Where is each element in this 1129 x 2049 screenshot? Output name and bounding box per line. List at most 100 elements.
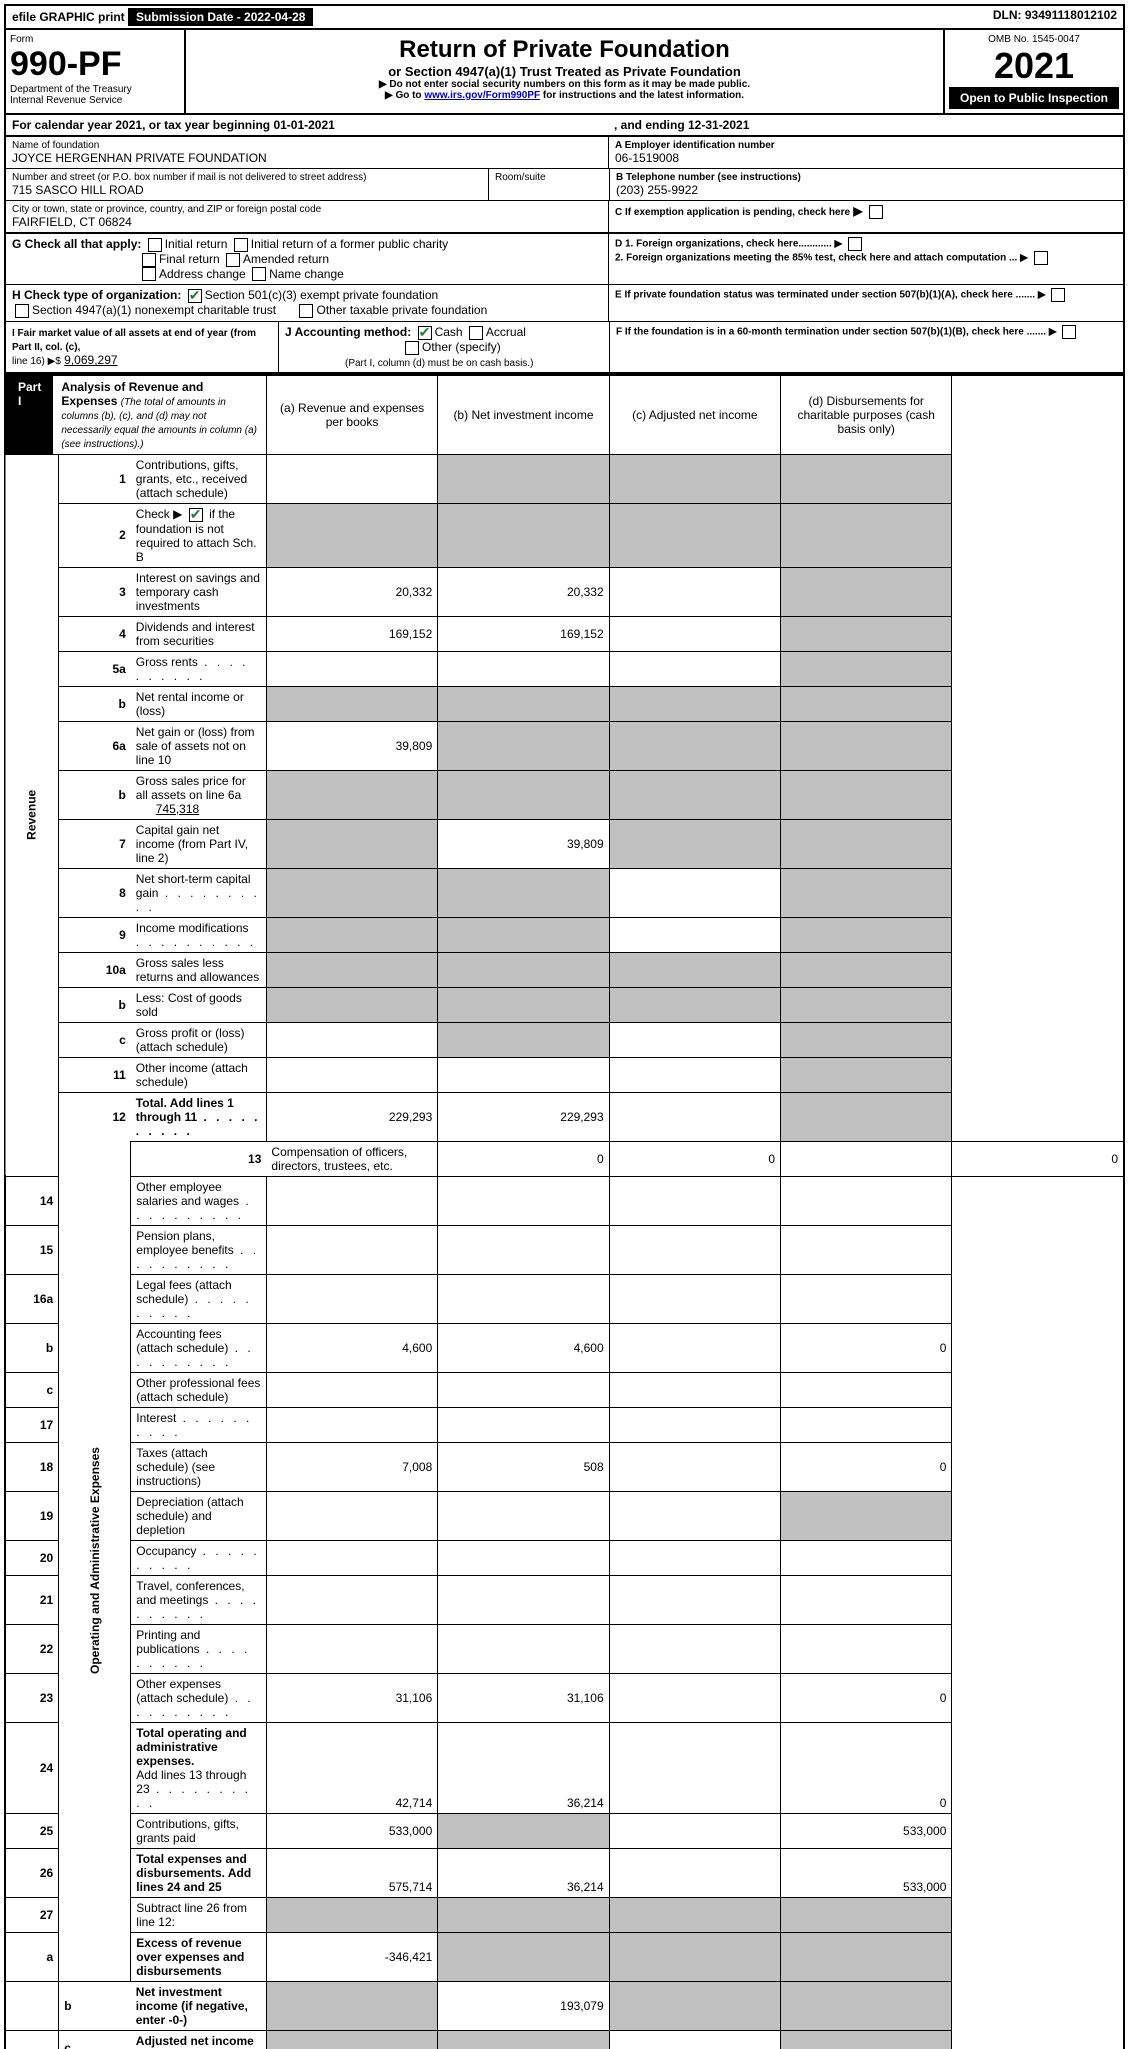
row-10b: bLess: Cost of goods sold <box>5 987 1124 1022</box>
row-10a: 10aGross sales less returns and allowanc… <box>5 952 1124 987</box>
row-27a: aExcess of revenue over expenses and dis… <box>5 1932 1124 1981</box>
j-accrual-checkbox[interactable] <box>469 326 483 340</box>
h-501c3-checkbox[interactable] <box>188 289 202 303</box>
row-16c: cOther professional fees (attach schedul… <box>5 1372 1124 1407</box>
r6b-val: 745,318 <box>156 802 199 816</box>
d2-checkbox[interactable] <box>1034 251 1048 265</box>
r20-desc: Occupancy <box>131 1540 267 1575</box>
row-16a: 16aLegal fees (attach schedule) <box>5 1274 1124 1323</box>
r16c-desc: Other professional fees (attach schedule… <box>131 1372 267 1407</box>
row-14: 14Other employee salaries and wages <box>5 1176 1124 1225</box>
arrow-icon: ▶ <box>835 239 843 250</box>
row-11: 11Other income (attach schedule) <box>5 1057 1124 1092</box>
row-24: 24 Total operating and administrative ex… <box>5 1722 1124 1813</box>
r13-a: 0 <box>438 1141 609 1176</box>
r4-a: 169,152 <box>266 616 437 651</box>
row-20: 20Occupancy <box>5 1540 1124 1575</box>
e-checkbox[interactable] <box>1051 288 1065 302</box>
row-3: 3Interest on savings and temporary cash … <box>5 567 1124 616</box>
r16b-b: 4,600 <box>438 1323 609 1372</box>
h-4947-checkbox[interactable] <box>15 304 29 318</box>
r26-a: 575,714 <box>266 1848 437 1897</box>
r4-b: 169,152 <box>438 616 609 651</box>
g-initial-checkbox[interactable] <box>148 238 162 252</box>
g-o5: Address change <box>159 267 246 281</box>
d1-checkbox[interactable] <box>848 237 862 251</box>
row-27c: cAdjusted net income (if negative, enter… <box>5 2030 1124 2049</box>
row-6b: b Gross sales price for all assets on li… <box>5 770 1124 819</box>
ein-cell: A Employer identification number 06-1519… <box>609 137 1123 168</box>
g-address-checkbox[interactable] <box>142 267 156 281</box>
row-15: 15Pension plans, employee benefits <box>5 1225 1124 1274</box>
calendar-year-row: For calendar year 2021, or tax year begi… <box>4 115 1125 137</box>
g-final-checkbox[interactable] <box>142 253 156 267</box>
arrow-icon: ▶ <box>853 204 862 218</box>
r16b-a: 4,600 <box>266 1323 437 1372</box>
r10b-desc: Less: Cost of goods sold <box>131 987 267 1022</box>
phone-value: (203) 255-9922 <box>616 183 1117 197</box>
r27b-b: 193,079 <box>438 1981 609 2030</box>
r17-desc: Interest <box>131 1407 267 1442</box>
r5a-desc: Gross rents <box>131 651 267 686</box>
j-other: Other (specify) <box>422 340 501 354</box>
row-10c: cGross profit or (loss) (attach schedule… <box>5 1022 1124 1057</box>
i-label: I Fair market value of all assets at end… <box>12 328 256 353</box>
r2-desc: Check ▶ if the foundation is not require… <box>131 503 267 567</box>
note1: ▶ Do not enter social security numbers o… <box>192 79 937 90</box>
row-27b: bNet investment income (if negative, ent… <box>5 1981 1124 2030</box>
j-other-checkbox[interactable] <box>405 341 419 355</box>
dept2: Internal Revenue Service <box>10 95 180 106</box>
r12-desc: Total. Add lines 1 through 11 <box>131 1092 267 1141</box>
row-17: 17Interest <box>5 1407 1124 1442</box>
g-amended-checkbox[interactable] <box>226 253 240 267</box>
r16a-desc: Legal fees (attach schedule) <box>131 1274 267 1323</box>
r2-checkbox[interactable] <box>189 508 203 522</box>
top-bar: efile GRAPHIC print Submission Date - 20… <box>4 4 1125 30</box>
form-link[interactable]: www.irs.gov/Form990PF <box>424 90 540 101</box>
r1-desc: Contributions, gifts, grants, etc., rece… <box>131 454 267 503</box>
h-o2: Section 4947(a)(1) nonexempt charitable … <box>32 303 276 317</box>
g-o1: Initial return <box>165 237 228 251</box>
name-label: Name of foundation <box>12 140 602 151</box>
r4-desc: Dividends and interest from securities <box>131 616 267 651</box>
row-13: Operating and Administrative Expenses 13… <box>5 1141 1124 1176</box>
i-cell: I Fair market value of all assets at end… <box>6 322 279 372</box>
row-7: 7Capital gain net income (from Part IV, … <box>5 819 1124 868</box>
f-checkbox[interactable] <box>1062 325 1076 339</box>
r18-d: 0 <box>781 1442 952 1491</box>
j-cash-checkbox[interactable] <box>418 326 432 340</box>
city-value: FAIRFIELD, CT 06824 <box>12 215 602 229</box>
r22-desc: Printing and publications <box>131 1624 267 1673</box>
tax-year: 2021 <box>949 45 1119 87</box>
form-label: Form <box>10 34 180 45</box>
col-b-header: (b) Net investment income <box>438 375 609 455</box>
r10c-desc: Gross profit or (loss) (attach schedule) <box>131 1022 267 1057</box>
g-name-checkbox[interactable] <box>252 267 266 281</box>
row-21: 21Travel, conferences, and meetings <box>5 1575 1124 1624</box>
c-checkbox[interactable] <box>869 205 883 219</box>
addr-label: Number and street (or P.O. box number if… <box>12 172 482 183</box>
h-other-checkbox[interactable] <box>299 304 313 318</box>
h-o1: Section 501(c)(3) exempt private foundat… <box>205 288 438 302</box>
arrow-icon: ▶ <box>1049 327 1057 338</box>
g-initial-former-checkbox[interactable] <box>234 238 248 252</box>
revenue-sidebar: Revenue <box>5 454 59 1176</box>
r7-b: 39,809 <box>438 819 609 868</box>
r26-desc: Total expenses and disbursements. Add li… <box>131 1848 267 1897</box>
phone-cell: B Telephone number (see instructions) (2… <box>610 169 1123 200</box>
r24-d: 0 <box>781 1722 952 1813</box>
note2-post: for instructions and the latest informat… <box>540 90 744 101</box>
city-cell: City or town, state or province, country… <box>6 201 609 232</box>
r11-desc: Other income (attach schedule) <box>131 1057 267 1092</box>
i-value: 9,069,297 <box>64 353 117 367</box>
col-c-header: (c) Adjusted net income <box>609 375 780 455</box>
r25-desc: Contributions, gifts, grants paid <box>131 1813 267 1848</box>
r25-a: 533,000 <box>266 1813 437 1848</box>
arrow-icon: ▶ <box>1020 253 1028 264</box>
r13-b: 0 <box>609 1141 780 1176</box>
r7-desc: Capital gain net income (from Part IV, l… <box>131 819 267 868</box>
row-8: 8Net short-term capital gain <box>5 868 1124 917</box>
row-2: 2 Check ▶ if the foundation is not requi… <box>5 503 1124 567</box>
ein-value: 06-1519008 <box>615 151 1117 165</box>
r23-a: 31,106 <box>266 1673 437 1722</box>
